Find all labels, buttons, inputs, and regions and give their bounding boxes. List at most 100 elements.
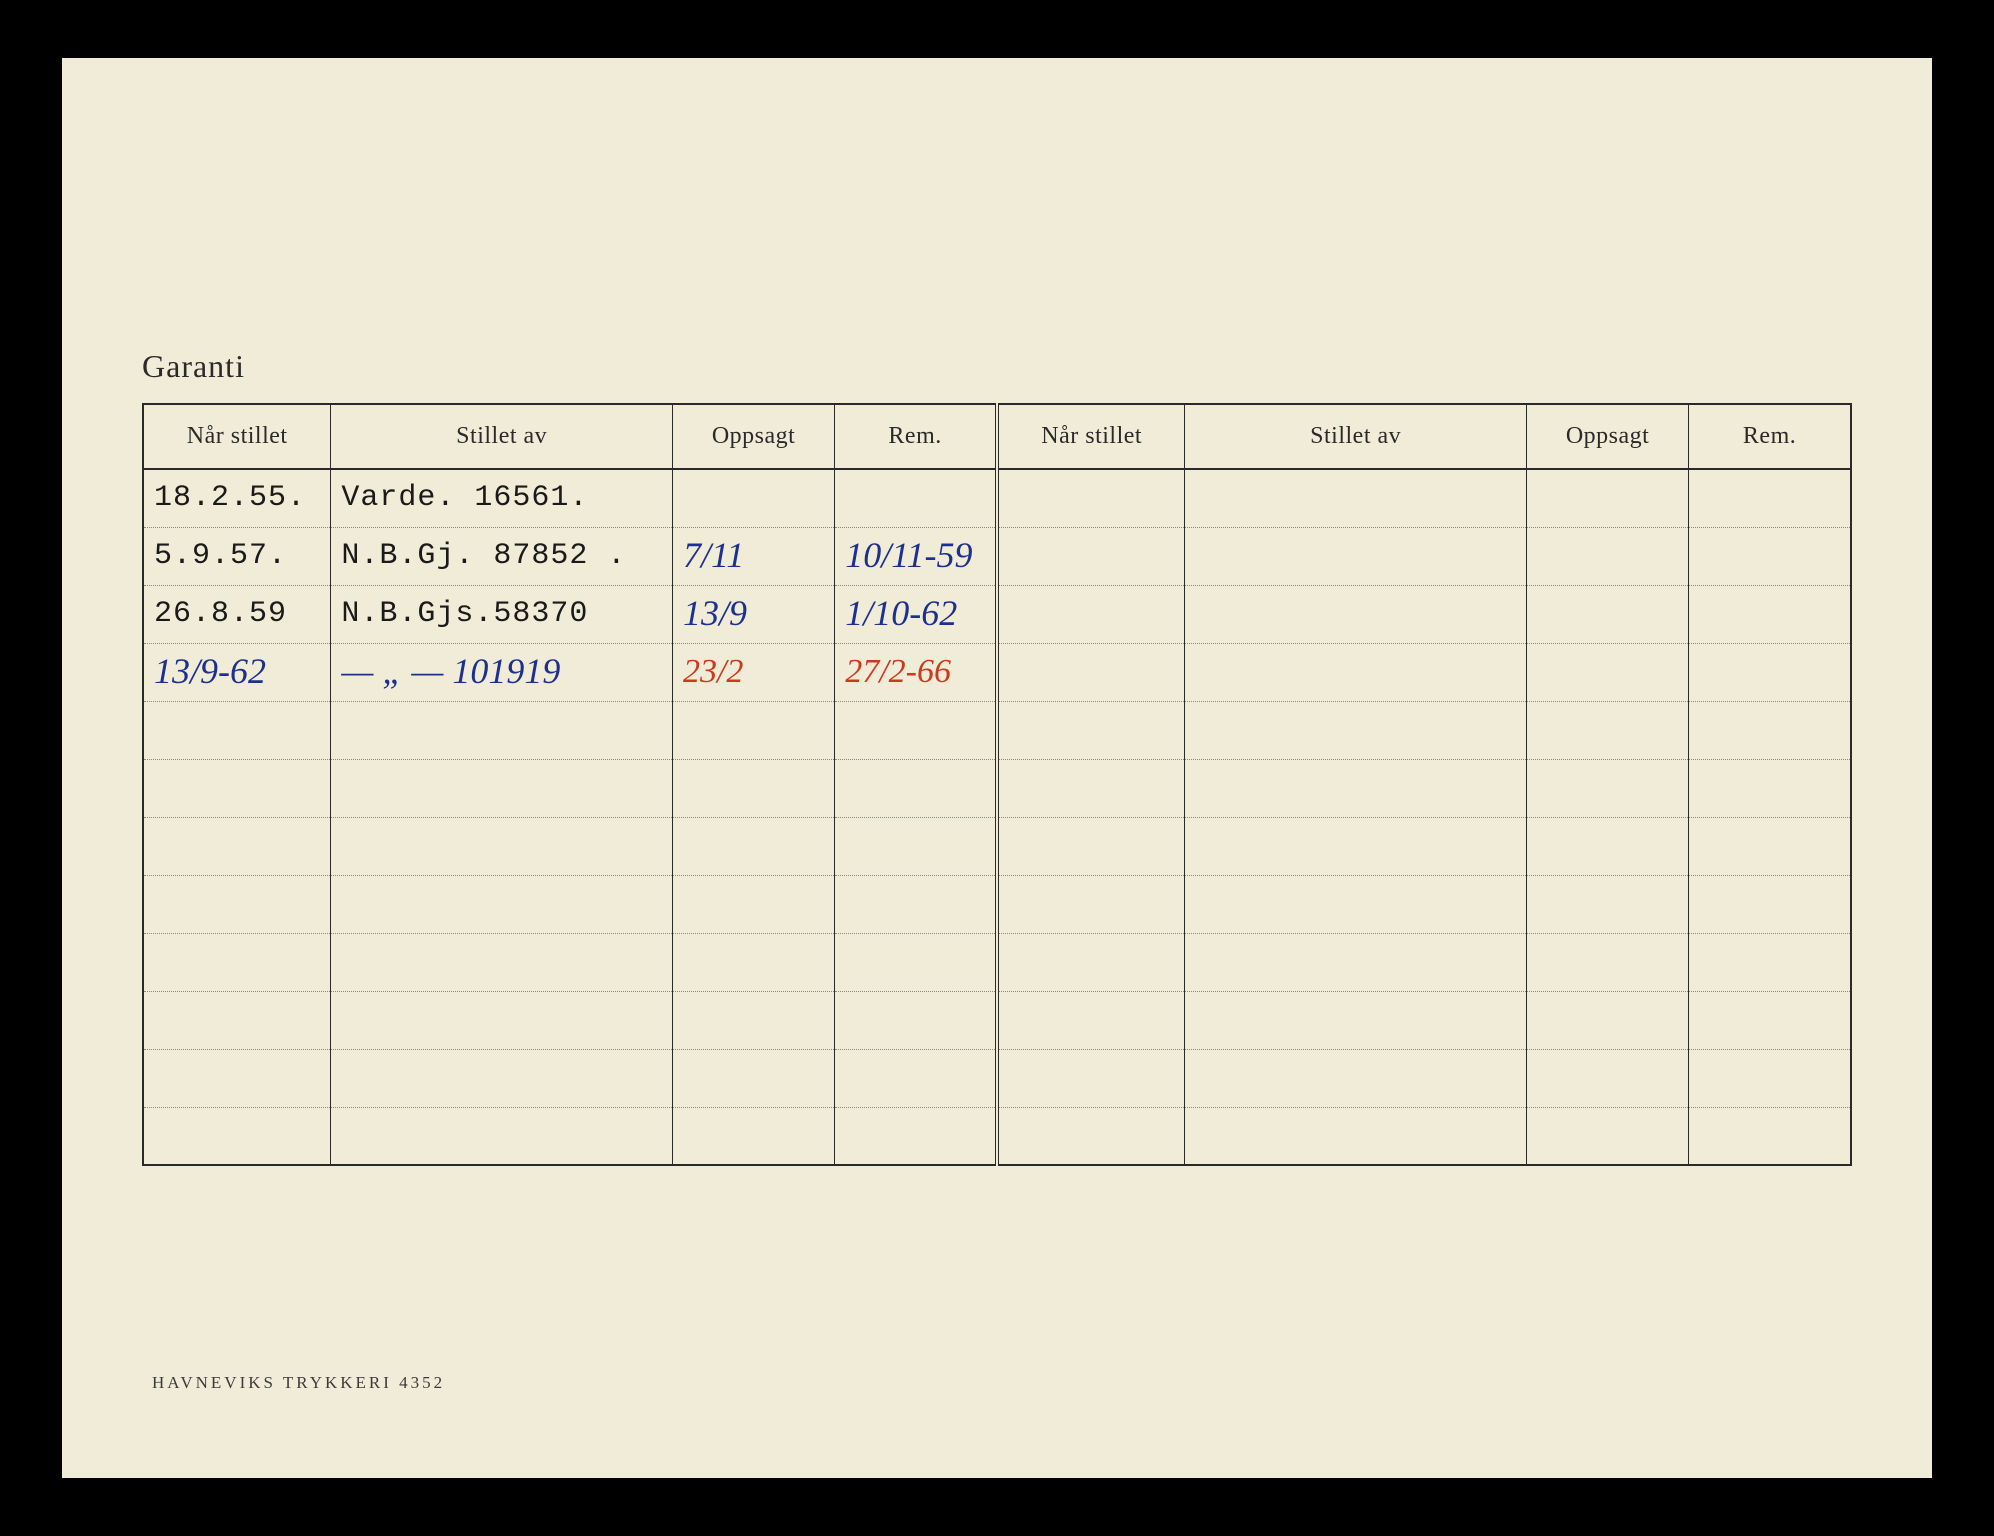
table-cell: Varde. 16561. <box>331 469 673 527</box>
cell-value: 7/11 <box>683 535 744 575</box>
col-header-rem-left: Rem. <box>835 404 997 469</box>
table-cell <box>1185 1049 1527 1107</box>
table-cell <box>997 585 1185 643</box>
table-cell <box>997 527 1185 585</box>
table-cell <box>143 817 331 875</box>
table-cell <box>672 933 834 991</box>
cell-value: — „ — 101919 <box>341 651 560 691</box>
table-cell <box>143 933 331 991</box>
table-cell <box>1526 991 1688 1049</box>
table-cell <box>672 817 834 875</box>
table-cell <box>1689 469 1851 527</box>
table-cell <box>143 1049 331 1107</box>
table-row <box>143 875 1851 933</box>
table-cell <box>331 991 673 1049</box>
table-cell <box>835 933 997 991</box>
table-cell <box>143 991 331 1049</box>
table-cell <box>1526 527 1688 585</box>
table-cell <box>1185 643 1527 701</box>
table-cell <box>1526 469 1688 527</box>
table-cell <box>835 1049 997 1107</box>
col-header-oppsagt-right: Oppsagt <box>1526 404 1688 469</box>
cell-value: 10/11-59 <box>845 535 972 575</box>
table-cell <box>997 1107 1185 1165</box>
table-cell <box>1689 875 1851 933</box>
table-cell <box>1689 527 1851 585</box>
printer-footer: HAVNEVIKS TRYKKERI 4352 <box>152 1373 445 1393</box>
cell-value: 5.9.57. <box>154 539 287 573</box>
col-header-nar-stillet-right: Når stillet <box>997 404 1185 469</box>
col-header-rem-right: Rem. <box>1689 404 1851 469</box>
table-cell <box>1526 701 1688 759</box>
table-cell <box>1526 933 1688 991</box>
table-row <box>143 991 1851 1049</box>
table-header-row: Når stillet Stillet av Oppsagt Rem. Når … <box>143 404 1851 469</box>
table-cell <box>997 759 1185 817</box>
table-cell: — „ — 101919 <box>331 643 673 701</box>
table-cell <box>1185 585 1527 643</box>
table-cell <box>1526 875 1688 933</box>
table-row <box>143 1107 1851 1165</box>
table-cell <box>835 469 997 527</box>
table-cell <box>835 875 997 933</box>
table-cell <box>997 701 1185 759</box>
table-row <box>143 759 1851 817</box>
table-cell <box>1185 875 1527 933</box>
table-cell <box>1526 643 1688 701</box>
cell-value: N.B.Gj. 87852 . <box>341 539 626 573</box>
table-row <box>143 701 1851 759</box>
table-cell <box>997 933 1185 991</box>
table-row <box>143 933 1851 991</box>
table-cell <box>835 759 997 817</box>
table-cell <box>331 933 673 991</box>
table-cell <box>143 875 331 933</box>
table-cell <box>672 1049 834 1107</box>
table-cell <box>997 875 1185 933</box>
col-header-nar-stillet-left: Når stillet <box>143 404 331 469</box>
table-cell <box>1689 817 1851 875</box>
table-cell <box>1689 933 1851 991</box>
table-cell <box>1185 527 1527 585</box>
document-card: Garanti Når stillet Stillet av Oppsagt R… <box>62 58 1932 1478</box>
col-header-stillet-av-left: Stillet av <box>331 404 673 469</box>
table-cell: 10/11-59 <box>835 527 997 585</box>
table-cell <box>997 817 1185 875</box>
table-cell <box>1689 701 1851 759</box>
table-cell: 27/2-66 <box>835 643 997 701</box>
table-cell: 13/9-62 <box>143 643 331 701</box>
cell-value: 1/10-62 <box>845 593 957 633</box>
cell-value: 13/9 <box>683 593 747 633</box>
table-cell <box>1526 1049 1688 1107</box>
table-cell <box>997 991 1185 1049</box>
cell-value: 26.8.59 <box>154 597 287 631</box>
table-cell <box>1689 1107 1851 1165</box>
cell-value: 18.2.55. <box>154 481 306 515</box>
table-cell <box>997 469 1185 527</box>
table-row: 26.8.59N.B.Gjs.5837013/91/10-62 <box>143 585 1851 643</box>
table-cell: 23/2 <box>672 643 834 701</box>
table-row: 18.2.55. Varde. 16561. <box>143 469 1851 527</box>
table-cell: 1/10-62 <box>835 585 997 643</box>
table-cell <box>1526 817 1688 875</box>
section-title: Garanti <box>142 348 1852 385</box>
table-cell <box>143 1107 331 1165</box>
table-cell <box>331 1049 673 1107</box>
table-cell <box>835 701 997 759</box>
table-cell <box>835 991 997 1049</box>
table-cell <box>1689 759 1851 817</box>
table-cell <box>331 1107 673 1165</box>
table-cell <box>331 701 673 759</box>
table-cell <box>997 643 1185 701</box>
table-cell <box>1689 1049 1851 1107</box>
garanti-table: Når stillet Stillet av Oppsagt Rem. Når … <box>142 403 1852 1166</box>
cell-value: 27/2-66 <box>845 653 951 690</box>
table-cell <box>672 875 834 933</box>
table-row: 13/9-62— „ — 101919 23/2 27/2-66 <box>143 643 1851 701</box>
table-cell <box>672 1107 834 1165</box>
table-cell: 26.8.59 <box>143 585 331 643</box>
cell-value: 23/2 <box>683 653 743 690</box>
table-cell: N.B.Gj. 87852 . <box>331 527 673 585</box>
cell-value: Varde. 16561. <box>341 481 588 515</box>
table-cell <box>143 759 331 817</box>
table-row: 5.9.57. N.B.Gj. 87852 . 7/11 10/11-59 <box>143 527 1851 585</box>
